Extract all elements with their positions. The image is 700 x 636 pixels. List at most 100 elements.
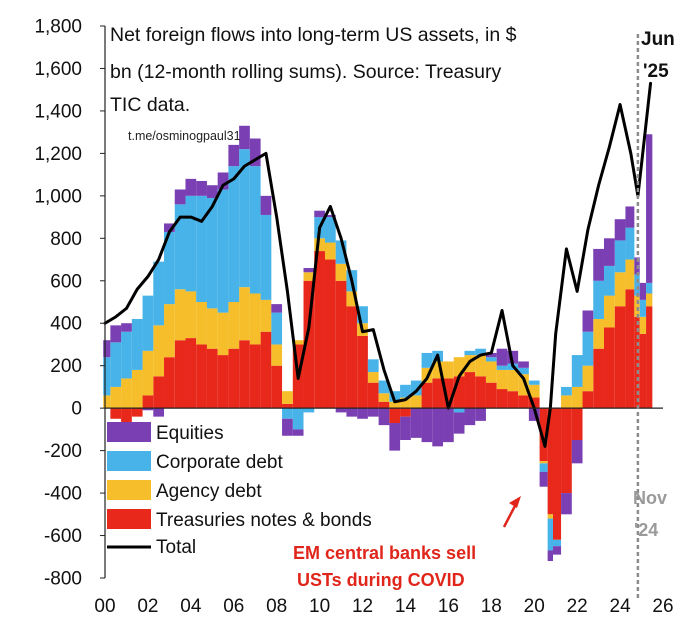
bar-corporate-debt — [646, 282, 653, 294]
jun-25-label-line-2: '25 — [643, 61, 669, 82]
bar-agency-debt — [206, 308, 218, 349]
bar-corporate-debt — [582, 331, 594, 366]
bar-corporate-debt — [110, 342, 122, 387]
bar-treasuries-notes-bonds — [625, 289, 635, 409]
bar-agency-debt — [603, 295, 615, 328]
bar-treasuries-notes-bonds — [453, 376, 465, 409]
bar-agency-debt — [185, 291, 197, 339]
bar-corporate-debt — [164, 231, 175, 305]
series-line-total — [103, 81, 653, 448]
bar-treasuries-notes-bonds — [110, 408, 122, 419]
bar-equities — [603, 238, 615, 266]
bar-treasuries-notes-bonds — [153, 376, 165, 409]
bar-corporate-debt — [303, 408, 315, 413]
series-lines — [103, 81, 653, 448]
bar-corporate-debt — [389, 391, 401, 402]
y-tick-label: 600 — [50, 271, 82, 292]
bar-equities — [271, 304, 283, 313]
bar-treasuries-notes-bonds — [593, 348, 604, 409]
bar-treasuries-notes-bonds — [571, 408, 583, 440]
bar-agency-debt — [164, 304, 175, 358]
bar-corporate-debt — [518, 367, 529, 375]
x-tick-label: 14 — [395, 596, 417, 617]
bar-equities — [593, 248, 604, 281]
bar-agency-debt — [367, 372, 379, 383]
bar-agency-debt — [453, 357, 465, 377]
legend-swatch-equities — [107, 422, 151, 442]
bar-agency-debt — [271, 344, 283, 366]
bar-corporate-debt — [625, 227, 635, 260]
bar-equities — [625, 206, 635, 228]
bar-treasuries-notes-bonds — [196, 344, 207, 409]
bar-agency-debt — [131, 369, 143, 409]
bar-agency-debt — [142, 350, 154, 396]
bar-treasuries-notes-bonds — [443, 378, 454, 409]
bar-corporate-debt — [547, 518, 554, 551]
bar-agency-debt — [571, 386, 583, 409]
bar-corporate-debt — [185, 195, 197, 292]
bar-corporate-debt — [453, 408, 465, 413]
bar-corporate-debt — [239, 149, 250, 288]
bar-treasuries-notes-bonds — [142, 395, 154, 409]
bar-equities — [518, 361, 529, 368]
bar-corporate-debt — [561, 386, 572, 396]
legend-label-total: Total — [156, 537, 196, 558]
bar-treasuries-notes-bonds — [389, 408, 401, 424]
x-tick-label: 06 — [223, 596, 244, 617]
bar-agency-debt — [639, 316, 647, 334]
covid-annotation-line-1: EM central banks sell — [293, 543, 476, 563]
bar-corporate-debt — [228, 166, 240, 302]
bar-agency-debt — [432, 361, 444, 379]
bar-corporate-debt — [539, 463, 548, 472]
bar-corporate-debt — [282, 408, 293, 419]
bar-treasuries-notes-bonds — [528, 397, 540, 409]
bar-equities — [153, 408, 165, 417]
bar-agency-debt — [646, 293, 653, 307]
bar-treasuries-notes-bonds — [324, 259, 336, 409]
bar-equities — [110, 325, 122, 343]
bar-equities — [314, 210, 325, 218]
bar-agency-debt — [593, 318, 604, 349]
bar-corporate-debt — [400, 384, 411, 398]
bar-agency-debt — [346, 291, 358, 307]
x-tick-label: 26 — [652, 596, 673, 617]
y-tick-label: 1,000 — [34, 186, 82, 207]
nov-24-label-line-2: '24 — [634, 520, 658, 540]
bar-corporate-debt — [249, 166, 261, 294]
bar-agency-debt — [496, 369, 508, 390]
bar-treasuries-notes-bonds — [303, 280, 315, 409]
bar-corporate-debt — [496, 365, 508, 370]
bar-treasuries-notes-bonds — [561, 408, 572, 494]
bar-equities — [507, 350, 519, 364]
bar-equities — [367, 408, 379, 417]
bar-corporate-debt — [475, 348, 486, 356]
y-tick-label: -200 — [44, 441, 82, 462]
bar-agency-debt — [282, 391, 293, 404]
bar-equities — [292, 429, 304, 436]
bar-corporate-debt — [464, 350, 476, 356]
bar-equities — [196, 180, 207, 196]
bar-agency-debt — [260, 299, 272, 332]
bar-equities — [142, 408, 154, 411]
legend-swatch-agency — [107, 480, 151, 500]
bar-treasuries-notes-bonds — [539, 408, 548, 462]
bar-corporate-debt — [614, 240, 626, 273]
bar-agency-debt — [378, 393, 390, 402]
bar-treasuries-notes-bonds — [507, 391, 519, 409]
bar-agency-debt — [582, 365, 594, 392]
bar-treasuries-notes-bonds — [239, 340, 250, 409]
bar-agency-debt — [507, 369, 519, 392]
bar-agency-debt — [389, 401, 401, 409]
bar-agency-debt — [400, 397, 411, 409]
y-tick-labels: 1,800 1,600 1,400 1,200 1,000 800 600 400 200 0 -2… — [34, 17, 82, 590]
bar-treasuries-notes-bonds — [206, 348, 218, 409]
bar-equities — [421, 408, 433, 443]
bar-treasuries-notes-bonds — [249, 344, 261, 409]
watermark: t.me/osminogpaul31 — [128, 129, 241, 143]
bar-treasuries-notes-bonds — [518, 395, 529, 409]
x-tick-label: 00 — [94, 596, 115, 617]
y-tick-label: -400 — [44, 484, 82, 505]
bar-agency-debt — [196, 302, 207, 345]
bar-agency-debt — [217, 312, 229, 356]
